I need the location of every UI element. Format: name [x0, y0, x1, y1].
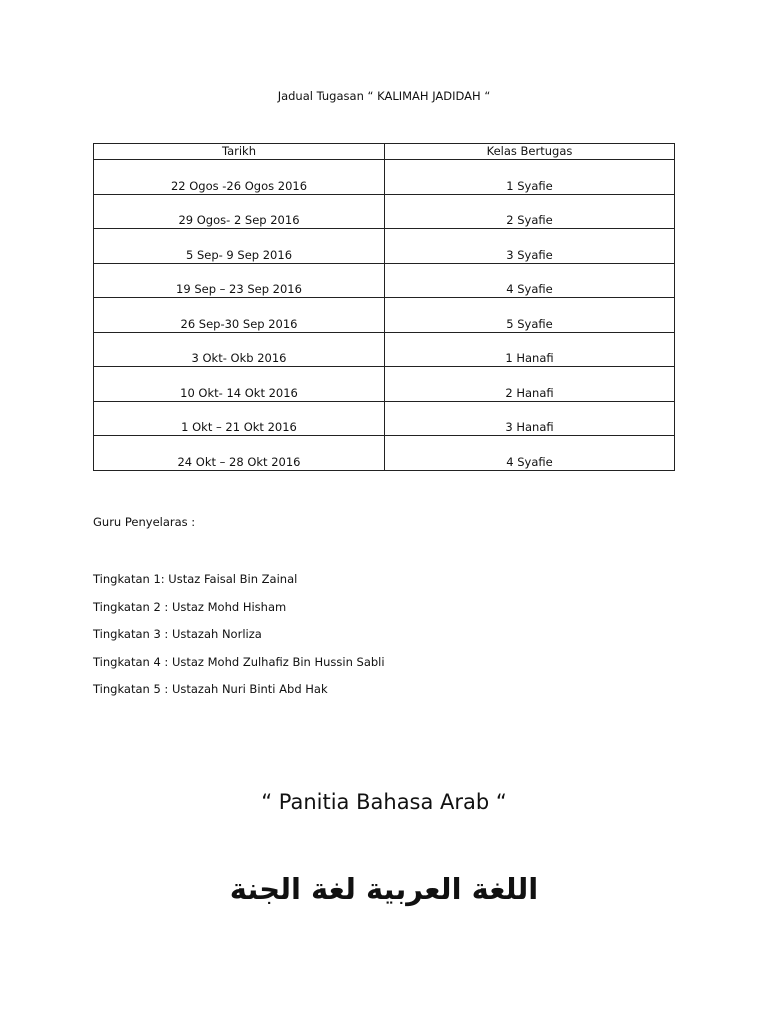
arabic-slogan: اللغة العربية لغة الجنة: [229, 872, 539, 906]
cell-tarikh: 5 Sep- 9 Sep 2016: [93, 228, 385, 264]
cell-tarikh: 29 Ogos- 2 Sep 2016: [93, 193, 385, 229]
header-tarikh: Tarikh: [93, 143, 385, 160]
header-kelas: Kelas Bertugas: [384, 143, 675, 160]
cell-tarikh: 24 Okt – 28 Okt 2016: [93, 435, 385, 471]
cell-tarikh: 19 Sep – 23 Sep 2016: [93, 262, 385, 298]
guru-item: Tingkatan 4 : Ustaz Mohd Zulhafiz Bin Hu…: [93, 654, 385, 669]
cell-kelas: 3 Syafie: [384, 228, 675, 264]
table-row: 1 Okt – 21 Okt 2016 3 Hanafi: [93, 400, 675, 436]
cell-tarikh: 22 Ogos -26 Ogos 2016: [93, 159, 385, 195]
cell-tarikh: 10 Okt- 14 Okt 2016: [93, 366, 385, 402]
table-row: 3 Okt- Okb 2016 1 Hanafi: [93, 331, 675, 367]
table-row: 10 Okt- 14 Okt 2016 2 Hanafi: [93, 366, 675, 402]
cell-tarikh: 3 Okt- Okb 2016: [93, 331, 385, 367]
cell-kelas: 1 Syafie: [384, 159, 675, 195]
guru-item: Tingkatan 5 : Ustazah Nuri Binti Abd Hak: [93, 682, 328, 696]
schedule-table: Tarikh Kelas Bertugas 22 Ogos -26 Ogos 2…: [93, 143, 675, 471]
guru-item: Tingkatan 3 : Ustazah Norliza: [93, 627, 262, 641]
table-header-row: Tarikh Kelas Bertugas: [93, 143, 675, 160]
guru-item: Tingkatan 2 : Ustaz Mohd Hisham: [93, 599, 287, 614]
cell-kelas: 4 Syafie: [384, 262, 675, 298]
table-row: 29 Ogos- 2 Sep 2016 2 Syafie: [93, 193, 675, 229]
cell-kelas: 3 Hanafi: [384, 400, 675, 436]
cell-kelas: 2 Hanafi: [384, 366, 675, 402]
table-row: 5 Sep- 9 Sep 2016 3 Syafie: [93, 228, 675, 264]
guru-heading: Guru Penyelaras :: [93, 515, 196, 529]
document-title: Jadual Tugasan “ KALIMAH JADIDAH “: [277, 89, 491, 103]
cell-tarikh: 26 Sep-30 Sep 2016: [93, 297, 385, 333]
guru-item: Tingkatan 1: Ustaz Faisal Bin Zainal: [93, 572, 298, 586]
panitia-heading: “ Panitia Bahasa Arab “: [261, 790, 507, 814]
table-row: 19 Sep – 23 Sep 2016 4 Syafie: [93, 262, 675, 298]
cell-kelas: 4 Syafie: [384, 435, 675, 471]
cell-kelas: 1 Hanafi: [384, 331, 675, 367]
table-row: 24 Okt – 28 Okt 2016 4 Syafie: [93, 435, 675, 471]
cell-tarikh: 1 Okt – 21 Okt 2016: [93, 400, 385, 436]
table-row: 26 Sep-30 Sep 2016 5 Syafie: [93, 297, 675, 333]
cell-kelas: 5 Syafie: [384, 297, 675, 333]
table-row: 22 Ogos -26 Ogos 2016 1 Syafie: [93, 159, 675, 195]
cell-kelas: 2 Syafie: [384, 193, 675, 229]
